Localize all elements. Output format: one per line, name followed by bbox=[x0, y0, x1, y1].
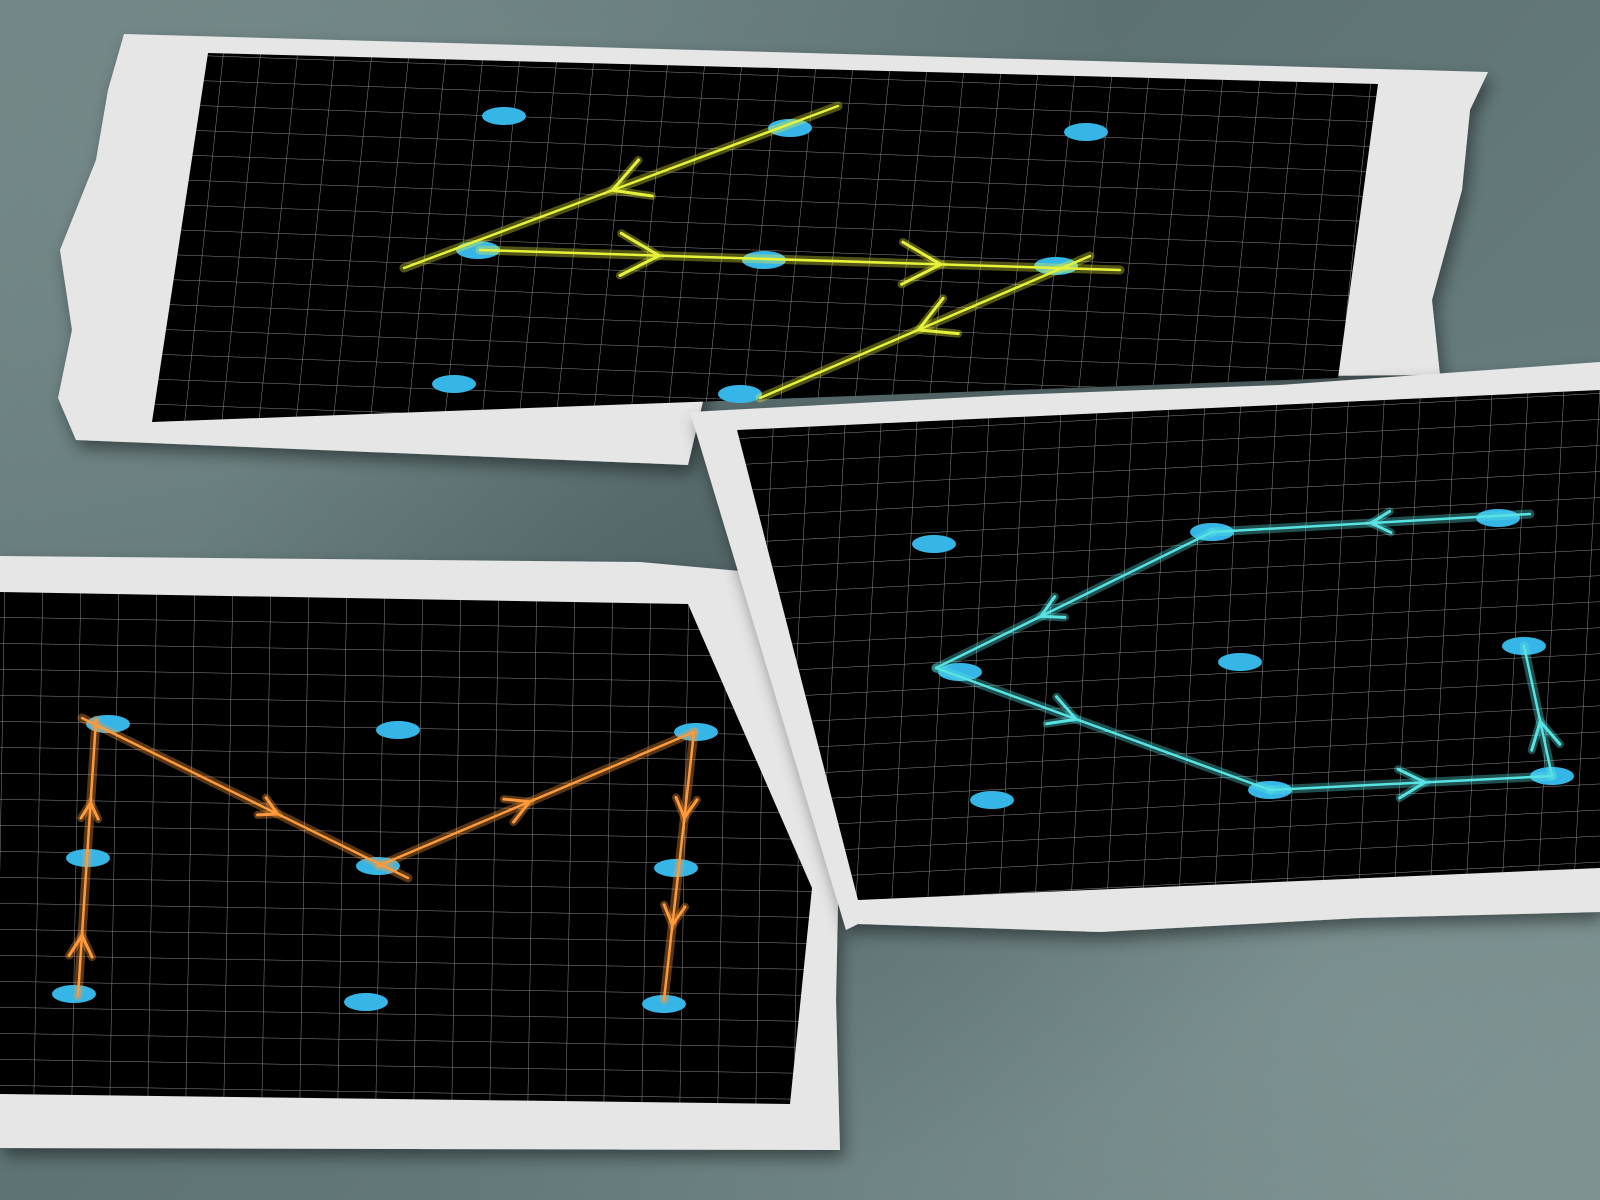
right-unlock-pattern bbox=[912, 507, 1574, 809]
top-unlock-pattern bbox=[399, 101, 1125, 403]
direction-chevron bbox=[1038, 595, 1067, 619]
direction-chevron bbox=[1367, 509, 1393, 534]
pattern-segment bbox=[758, 254, 1092, 400]
pattern-segment bbox=[662, 730, 696, 1002]
pattern-dot bbox=[938, 663, 982, 681]
pattern-dot bbox=[768, 119, 812, 137]
bottom-left-screen bbox=[0, 592, 812, 1104]
direction-chevron bbox=[1045, 695, 1080, 726]
pattern-dot bbox=[432, 375, 476, 393]
direction-chevron bbox=[1396, 767, 1429, 800]
direction-chevron bbox=[502, 797, 533, 824]
pattern-dot bbox=[376, 721, 420, 739]
direction-chevron bbox=[67, 932, 94, 959]
pattern-segment bbox=[402, 104, 840, 270]
pattern-dot bbox=[642, 995, 686, 1013]
direction-chevron bbox=[674, 795, 699, 821]
direction-chevron bbox=[900, 240, 944, 286]
pattern-segment bbox=[80, 716, 410, 880]
pattern-dot bbox=[482, 107, 526, 125]
pattern-segment bbox=[934, 530, 1214, 670]
pattern-segment bbox=[934, 666, 1272, 792]
direction-chevron bbox=[609, 158, 654, 198]
pattern-segment bbox=[1522, 644, 1554, 778]
pattern-dot bbox=[718, 385, 762, 403]
pattern-segment bbox=[1268, 774, 1554, 792]
pattern-segment bbox=[76, 718, 98, 998]
pattern-dot bbox=[654, 859, 698, 877]
pattern-dot bbox=[1218, 653, 1262, 671]
bottom-left-unlock-pattern bbox=[52, 713, 718, 1013]
pattern-dot bbox=[344, 993, 388, 1011]
pattern-dot bbox=[912, 535, 956, 553]
direction-chevron bbox=[915, 296, 960, 336]
pattern-segment bbox=[376, 730, 696, 868]
pattern-dot bbox=[1476, 509, 1520, 527]
pattern-dot bbox=[1034, 257, 1078, 275]
direction-chevron bbox=[256, 796, 281, 817]
pattern-dot bbox=[1064, 123, 1108, 141]
direction-chevron bbox=[662, 903, 687, 929]
direction-chevron bbox=[618, 231, 663, 277]
direction-chevron bbox=[79, 799, 100, 821]
direction-chevron bbox=[1530, 718, 1562, 752]
pattern-dot bbox=[970, 791, 1014, 809]
pattern-segment bbox=[478, 248, 1122, 272]
pattern-dot bbox=[52, 985, 96, 1003]
